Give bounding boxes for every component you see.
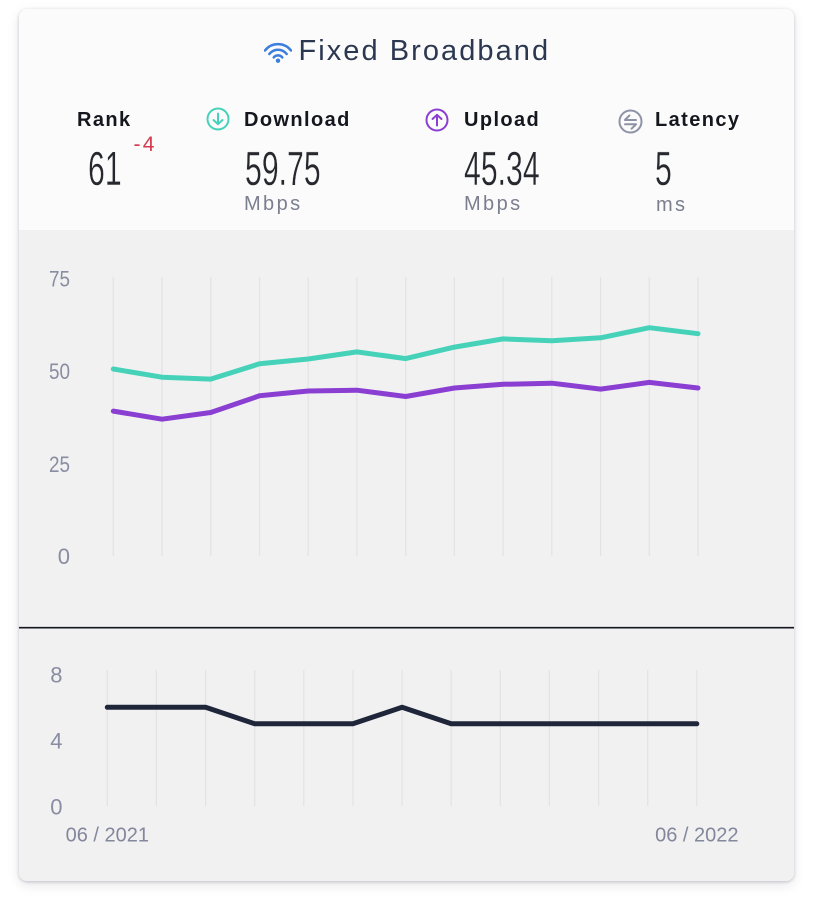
svg-text:25: 25 bbox=[49, 452, 70, 477]
svg-text:4: 4 bbox=[50, 728, 62, 753]
svg-text:0: 0 bbox=[50, 794, 62, 819]
svg-text:75: 75 bbox=[49, 267, 70, 292]
svg-text:06 / 2021: 06 / 2021 bbox=[66, 825, 149, 847]
svg-text:06 / 2022: 06 / 2022 bbox=[655, 825, 738, 847]
svg-text:0: 0 bbox=[58, 544, 70, 569]
svg-text:50: 50 bbox=[49, 359, 70, 384]
svg-text:8: 8 bbox=[50, 662, 62, 687]
